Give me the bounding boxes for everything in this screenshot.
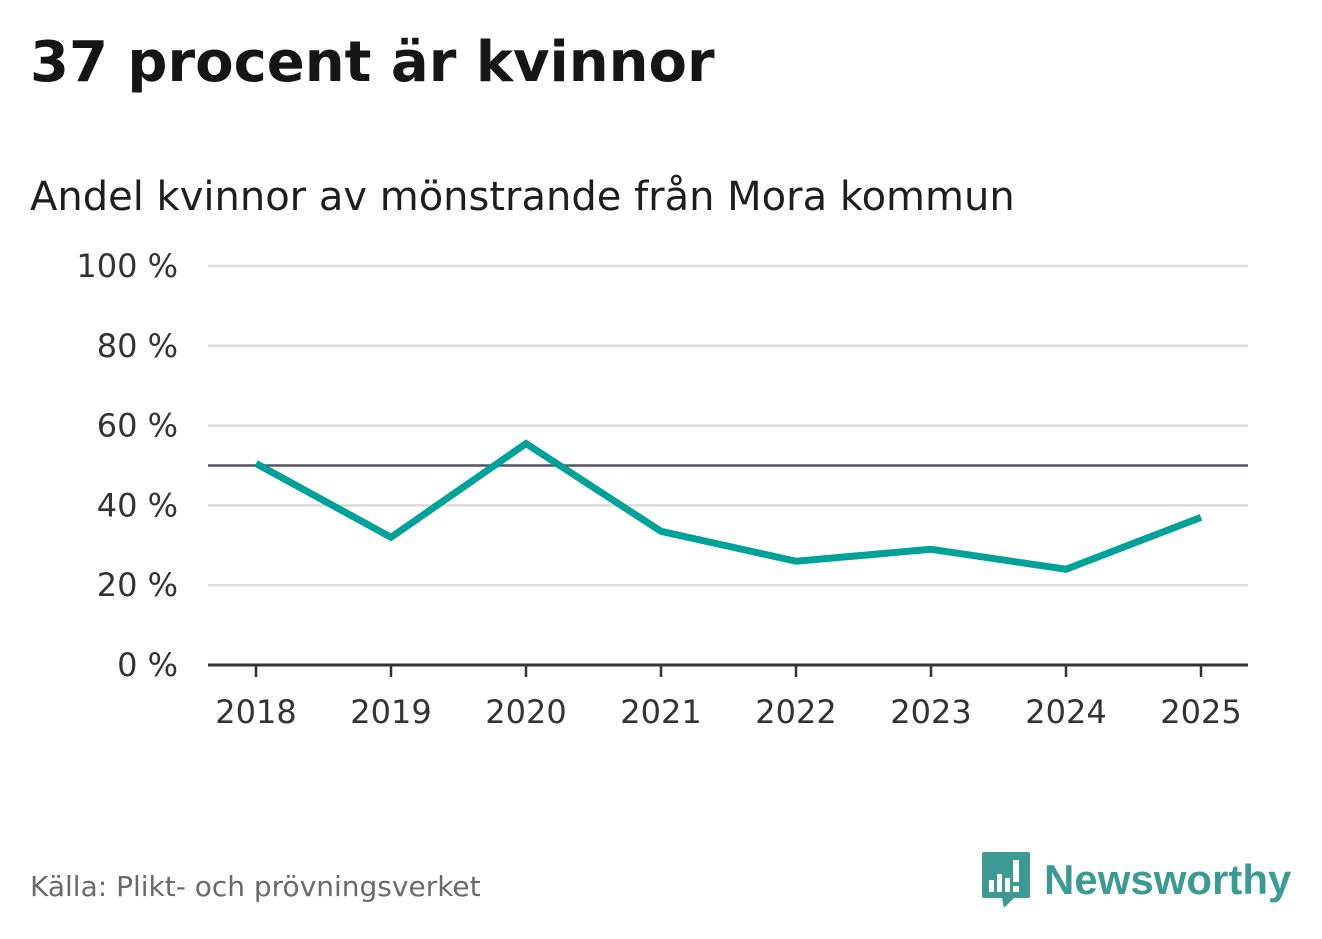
y-tick-label-100: 100 % <box>76 247 178 285</box>
x-tick-label-2023: 2023 <box>890 693 971 731</box>
x-tick-label-2019: 2019 <box>350 693 431 731</box>
source-note: Källa: Plikt- och prövningsverket <box>30 870 481 903</box>
series-line-0 <box>254 439 1203 573</box>
bar-chart-speech-bubble-icon <box>982 852 1030 908</box>
chart-subtitle: Andel kvinnor av mönstrande från Mora ko… <box>30 174 1015 220</box>
line-chart: 0 % 20 % 40 % 60 % 80 % 100 % 2018 2019 2020 2021… <box>76 247 1248 731</box>
y-tick-label-60: 60 % <box>97 407 178 445</box>
x-tick-label-2022: 2022 <box>755 693 836 731</box>
x-tick-label-2024: 2024 <box>1025 693 1106 731</box>
chart-title: 37 procent är kvinnor <box>30 30 715 95</box>
x-tick-label-2025: 2025 <box>1160 693 1241 731</box>
x-tick-label-2020: 2020 <box>485 693 566 731</box>
y-tick-label-80: 80 % <box>97 327 178 365</box>
x-tick-label-2021: 2021 <box>620 693 701 731</box>
y-tick-label-0: 0 % <box>117 646 178 684</box>
y-tick-label-20: 20 % <box>97 566 178 604</box>
logo-text: Newsworthy <box>1044 856 1292 903</box>
newsworthy-logo: Newsworthy <box>980 850 1291 910</box>
y-tick-label-40: 40 % <box>97 486 178 524</box>
x-tick-label-2018: 2018 <box>215 693 296 731</box>
